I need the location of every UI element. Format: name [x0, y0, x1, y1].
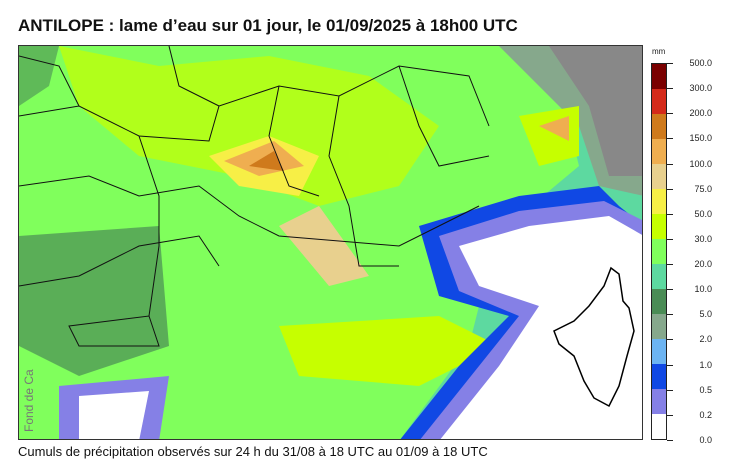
legend-tick [667, 88, 673, 90]
rain-zone-east-orange [539, 116, 569, 141]
legend-swatch [652, 114, 666, 139]
legend-label: 50.0 [694, 208, 712, 219]
legend-label: 1.0 [699, 359, 712, 370]
legend-label: 300.0 [689, 83, 712, 94]
legend-unit: mm [652, 47, 666, 56]
legend-swatch [652, 389, 666, 414]
rain-zone-darkgreen [19, 226, 169, 376]
legend-label: 0.5 [699, 384, 712, 395]
legend-swatch [652, 89, 666, 114]
rain-zone-yellowgreen [59, 46, 439, 206]
legend-tick [667, 163, 673, 165]
rain-zone-beige [279, 206, 369, 286]
legend-label: 500.0 [689, 58, 712, 68]
legend-label: 10.0 [694, 284, 712, 295]
legend-label: 5.0 [699, 309, 712, 320]
legend-tick [667, 213, 673, 215]
sw-no-rain [79, 391, 149, 439]
legend-swatch [652, 64, 666, 89]
legend-label: 75.0 [694, 183, 712, 194]
legend-tick [667, 339, 673, 341]
legend-color-bar [651, 63, 667, 440]
legend-tick [667, 238, 673, 240]
legend-label: 30.0 [694, 233, 712, 244]
map-title: ANTILOPE : lame d’eau sur 01 jour, le 01… [18, 16, 518, 35]
legend-swatch [652, 314, 666, 339]
corsica-outline [553, 266, 635, 408]
legend-swatch [652, 189, 666, 214]
precipitation-map [18, 45, 643, 440]
legend-label: 200.0 [689, 108, 712, 119]
legend-swatch [652, 139, 666, 164]
legend-tick [667, 63, 673, 64]
legend-swatch [652, 339, 666, 364]
legend-swatch [652, 289, 666, 314]
map-watermark: Fond de Ca [22, 369, 36, 432]
legend-tick [667, 188, 673, 190]
legend-tick [667, 314, 673, 316]
legend-label: 20.0 [694, 259, 712, 270]
legend-tick [667, 289, 673, 291]
legend-tick [667, 264, 673, 266]
department-borders [19, 46, 490, 347]
legend-swatch [652, 364, 666, 389]
rain-zone-darkorange [249, 151, 284, 171]
legend-tick [667, 138, 673, 140]
map-caption: Cumuls de précipitation observés sur 24 … [18, 444, 488, 459]
legend-tick [667, 389, 673, 391]
legend-tick [667, 364, 673, 366]
legend-tick [667, 414, 673, 416]
legend-swatch [652, 264, 666, 289]
no-data-zone [549, 46, 642, 176]
legend-label: 100.0 [689, 158, 712, 169]
legend-label: 0.2 [699, 409, 712, 420]
legend-label: 0.0 [699, 435, 712, 445]
legend-label: 150.0 [689, 133, 712, 144]
legend-tick [667, 440, 673, 441]
legend-swatch [652, 239, 666, 264]
legend-tick [667, 113, 673, 115]
rain-zone-band [279, 316, 499, 386]
rain-zone-nw [19, 46, 59, 106]
legend-swatch [652, 414, 666, 439]
legend-swatch [652, 164, 666, 189]
legend-swatch [652, 214, 666, 239]
legend-label: 2.0 [699, 334, 712, 345]
